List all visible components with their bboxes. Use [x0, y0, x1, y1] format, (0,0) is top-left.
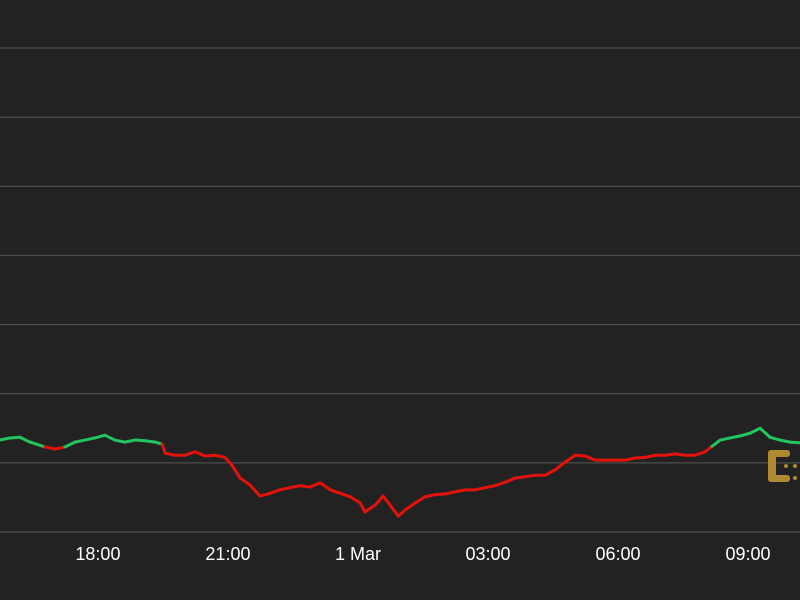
price-line-segment — [133, 438, 147, 443]
price-line-segment — [203, 453, 217, 458]
price-line-segment — [788, 440, 800, 445]
price-line-segment — [143, 439, 157, 444]
x-tick-label: 03:00 — [465, 544, 510, 564]
price-line-segment — [423, 493, 437, 499]
price-line-segment — [718, 436, 732, 442]
price-line-segment — [258, 491, 272, 498]
price-line-segment — [8, 435, 22, 440]
x-tick-label: 21:00 — [205, 544, 250, 564]
price-line-segment — [213, 453, 227, 459]
price-line-segment — [553, 460, 567, 472]
x-tick-label: 18:00 — [75, 544, 120, 564]
price-line-segment — [0, 436, 12, 442]
price-line-segment — [238, 476, 252, 487]
price-line-segment — [308, 481, 322, 489]
price-line-segment — [623, 456, 637, 462]
price-line-segment — [348, 495, 362, 505]
price-line-segment — [230, 463, 242, 480]
price-line-segment — [403, 501, 417, 512]
price-line-segment — [248, 483, 262, 498]
price-line-segment — [278, 486, 292, 492]
price-line-segment — [693, 450, 707, 457]
x-tick-label: 1 Mar — [335, 544, 381, 564]
logo-icon — [768, 450, 797, 482]
price-line-segment — [43, 445, 57, 451]
price-line-segment — [633, 455, 647, 460]
price-line-segment — [396, 508, 407, 518]
price-line-segment — [93, 433, 107, 440]
price-line-segment — [268, 488, 282, 495]
x-tick-label: 06:00 — [595, 544, 640, 564]
price-line-segment — [288, 484, 302, 490]
price-line-segment — [738, 431, 752, 438]
price-line-segment — [523, 473, 537, 479]
price-line-segment — [413, 495, 427, 505]
price-line-segment — [513, 475, 527, 480]
price-line-segment — [193, 450, 207, 458]
price-line-segment — [298, 484, 312, 489]
price-line-segment — [443, 490, 457, 496]
price-line-segment — [318, 481, 332, 492]
price-line-segment — [543, 468, 557, 477]
price-line-segment — [483, 484, 497, 490]
price-line-segment — [63, 440, 77, 449]
price-line-segment — [663, 452, 677, 457]
price-line-segment — [563, 453, 577, 464]
price-line-segment — [18, 435, 32, 444]
price-line-segment — [381, 494, 392, 507]
x-tick-label: 09:00 — [725, 544, 770, 564]
price-line-segment — [53, 445, 67, 451]
price-line-segment — [358, 501, 367, 514]
price-line-segment — [388, 503, 400, 518]
price-line-segment — [503, 476, 517, 484]
price-line-segment — [673, 452, 687, 457]
price-line-segment — [183, 450, 197, 457]
price-line-segment — [113, 438, 127, 444]
price-line-segment — [573, 453, 587, 458]
price-line-segment — [710, 438, 722, 448]
price-line-segment — [123, 438, 137, 444]
price-line-segment — [493, 480, 507, 488]
price-line-segment — [453, 488, 467, 494]
price-line-segment — [28, 440, 47, 449]
price-line-segment — [778, 438, 792, 444]
price-line-segment — [758, 426, 772, 439]
price-line-segment — [328, 488, 342, 495]
price-line-segment — [363, 503, 377, 514]
price-line-segment — [433, 492, 447, 497]
price-line-segment — [160, 442, 167, 455]
price-line-segment — [223, 455, 234, 467]
price-line-segment — [83, 436, 97, 442]
price-line-segment — [373, 494, 385, 507]
price-line-segment — [73, 438, 87, 444]
price-line-segment — [473, 486, 487, 492]
price-line-segment — [748, 426, 762, 435]
price-line-segment — [103, 433, 117, 442]
price-line-segment — [583, 454, 597, 462]
price-line-segment — [768, 435, 782, 442]
price-line-segment — [728, 434, 742, 440]
price-line-segment — [643, 453, 657, 459]
price-line-segment — [163, 451, 177, 457]
price-line-segment — [338, 491, 352, 499]
